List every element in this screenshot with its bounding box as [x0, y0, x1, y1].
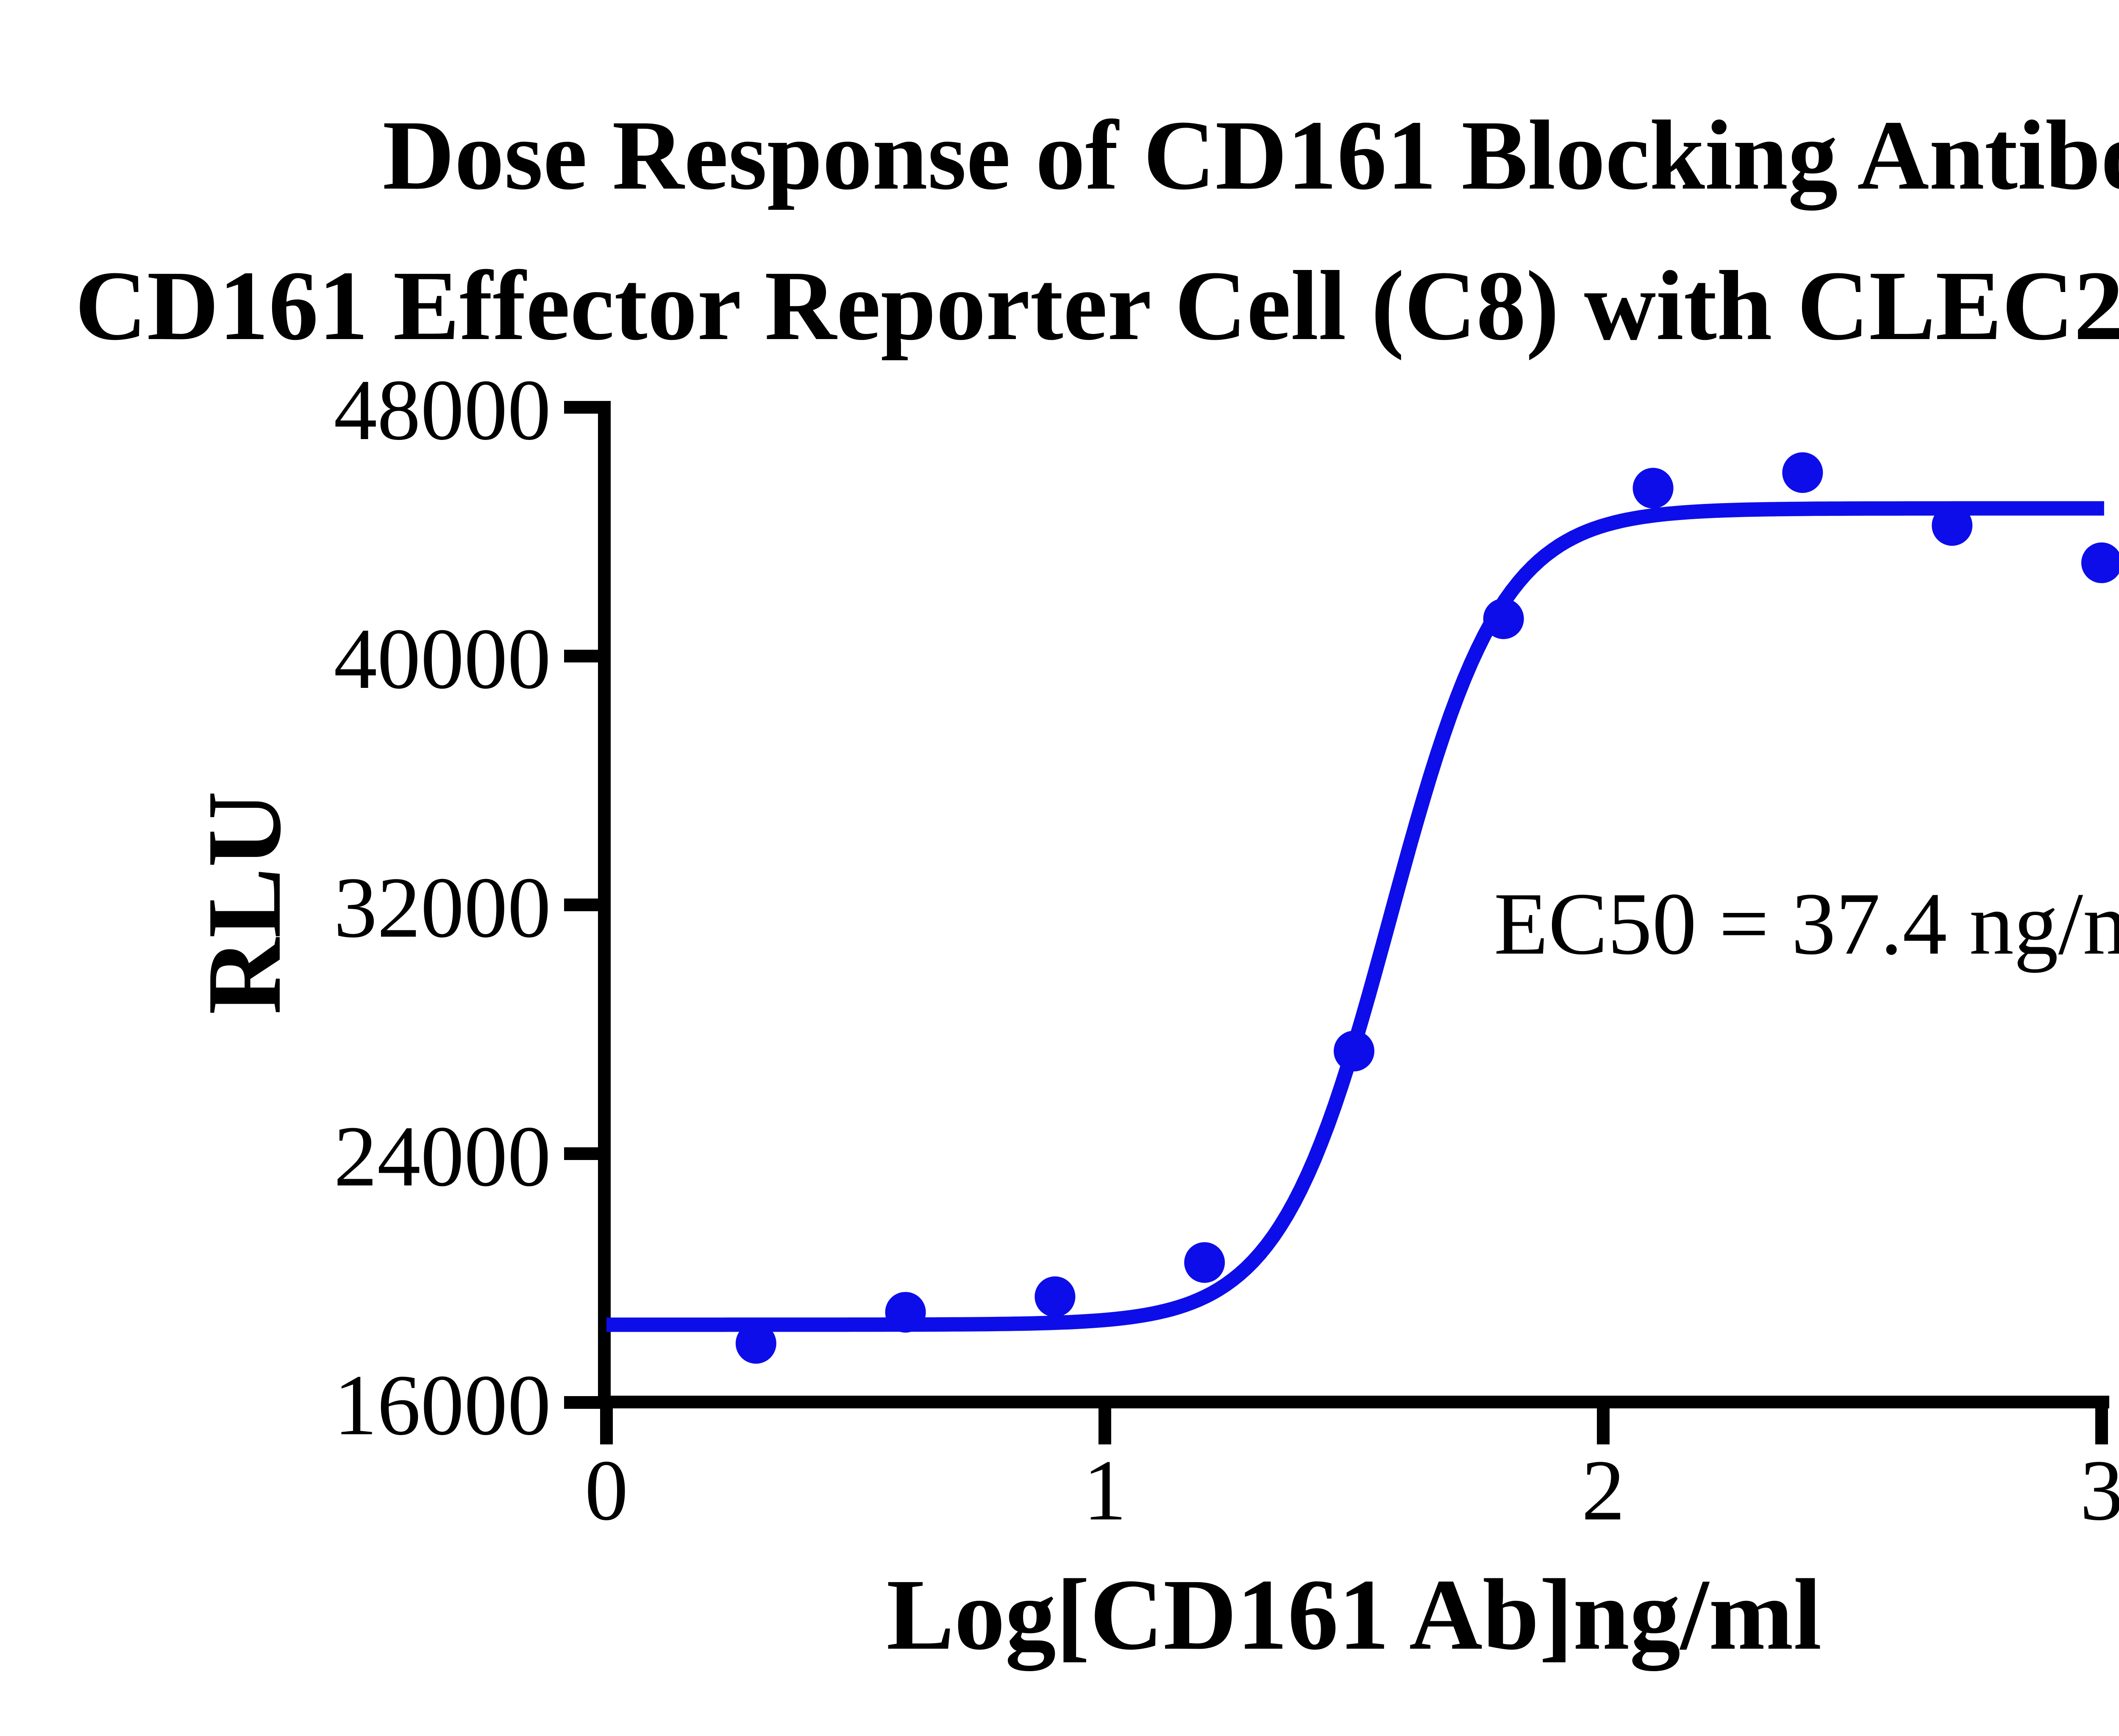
x-tick-label: 1: [1083, 1442, 1127, 1538]
data-point: [1184, 1242, 1225, 1283]
data-point: [1483, 598, 1524, 639]
x-tick-label: 2: [1582, 1442, 1625, 1538]
data-point: [885, 1292, 926, 1333]
data-point: [1632, 467, 1674, 509]
x-axis-title: Log[CD161 Ab]ng/ml: [887, 1558, 1822, 1671]
data-points: [735, 452, 2119, 1364]
chart-title-line-2: CD161 Effector Reporter Cell (C8) with C…: [75, 250, 2119, 361]
chart-title-line-1: Dose Response of CD161 Blocking Antibody…: [383, 100, 2119, 211]
y-tick-label: 24000: [334, 1108, 551, 1205]
data-point: [2081, 542, 2119, 583]
chart-title: Dose Response of CD161 Blocking Antibody…: [75, 100, 2119, 361]
x-axis-ticks: 0 1 2 3: [585, 1402, 2119, 1538]
y-tick-label: 48000: [334, 362, 551, 458]
x-tick-label: 3: [2080, 1442, 2119, 1538]
data-point: [1782, 452, 1823, 493]
ec50-annotation: EC50 = 37.4 ng/ml: [1494, 875, 2119, 973]
x-tick-label: 0: [585, 1442, 628, 1538]
data-point: [1034, 1276, 1076, 1317]
data-point: [1932, 505, 1973, 546]
y-axis-ticks: 16000 24000 32000 40000 48000: [334, 362, 604, 1453]
data-point: [735, 1323, 776, 1364]
data-point: [1334, 1030, 1374, 1071]
y-axis-title: RLU: [186, 791, 303, 1015]
y-tick-label: 40000: [334, 611, 551, 707]
y-tick-label: 16000: [334, 1357, 551, 1453]
y-tick-label: 32000: [334, 860, 551, 956]
